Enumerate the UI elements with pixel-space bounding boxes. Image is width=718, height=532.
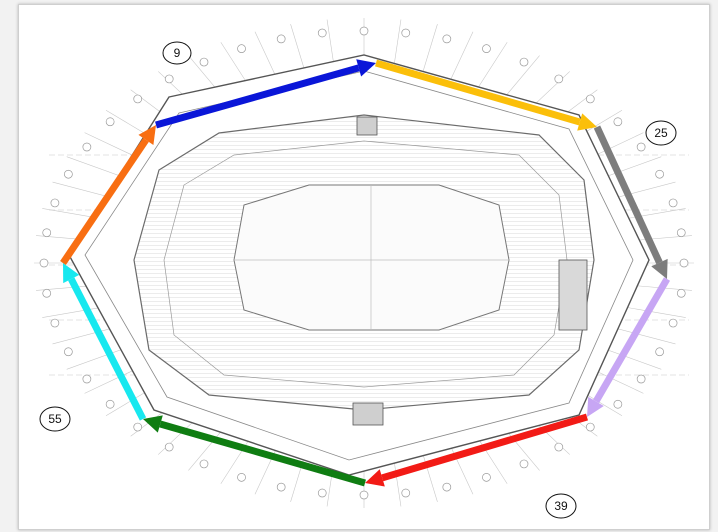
red-arrow-head	[365, 469, 385, 487]
grid-bubble	[442, 482, 452, 492]
direction-arrows	[60, 59, 671, 487]
grid-bubble	[237, 472, 246, 482]
north-entry-block	[356, 116, 378, 136]
grid-bubble	[519, 57, 529, 67]
seating-bowl-middle	[163, 140, 568, 388]
grid-bubble	[42, 288, 52, 298]
cyan-arrow-shaft	[68, 277, 147, 421]
grid-bubble	[554, 442, 564, 452]
drawing-sheet: 9 25 39 55	[18, 4, 710, 530]
grid-bubble	[359, 26, 369, 36]
playing-field	[233, 184, 510, 331]
red-arrow-shaft	[381, 413, 588, 482]
grid-bubble	[519, 459, 529, 469]
grid-bubble	[401, 488, 411, 498]
grid-bubble	[199, 459, 209, 469]
grid-bubble	[64, 169, 73, 179]
gray-arrow-shaft	[593, 125, 663, 265]
callout-25: 25	[645, 120, 677, 146]
grid-bubble	[613, 399, 623, 409]
grid-bubble	[676, 288, 686, 298]
grid-bubble	[636, 142, 646, 152]
grid-bubble	[585, 422, 595, 432]
grid-bubble	[317, 28, 327, 38]
grid-bubble	[105, 117, 115, 127]
callout-9: 9	[162, 41, 192, 65]
cyan-arrow-head	[63, 263, 80, 284]
grid-bubble	[42, 228, 52, 238]
red-arrow	[365, 413, 588, 487]
grid-bubble	[442, 34, 452, 44]
orange-arrow-shaft	[60, 137, 149, 265]
grid-bubble	[359, 490, 369, 500]
grid-bubble	[164, 442, 174, 452]
orange-arrow-head	[138, 125, 156, 145]
callout-55-label: 55	[48, 412, 62, 426]
yellow-arrow-shaft	[375, 59, 581, 126]
grid-bubbles	[39, 26, 689, 500]
grid-bubble	[39, 258, 49, 268]
grid-bubble	[164, 74, 174, 84]
grid-bubble	[276, 482, 286, 492]
grid-bubble	[636, 374, 646, 384]
blue-arrow	[155, 59, 376, 129]
grid-bubble	[668, 318, 678, 328]
grid-bubble	[276, 34, 286, 44]
grid-bubble	[64, 347, 73, 357]
grid-bubble	[133, 422, 143, 432]
cyan-arrow	[63, 263, 147, 421]
grid-bubble	[82, 142, 92, 152]
concourse-ring	[84, 70, 634, 461]
east-stair-block	[558, 259, 588, 331]
grid-bubble	[585, 94, 595, 104]
grid-bubble	[482, 472, 491, 482]
grid-bubble	[679, 258, 689, 268]
purple-arrow-head	[587, 396, 604, 417]
grid-bubble	[317, 488, 327, 498]
grid-bubble	[237, 44, 246, 54]
grid-bubble	[133, 94, 143, 104]
callout-39-label: 39	[554, 499, 568, 513]
grid-bubble	[554, 74, 564, 84]
stadium-floor-plan: 9 25 39 55	[34, 18, 694, 519]
grid-bubble	[668, 198, 678, 208]
grid-bubble	[105, 399, 115, 409]
grid-bubble	[655, 347, 664, 357]
yellow-arrow	[375, 59, 597, 131]
green-arrow	[143, 415, 366, 487]
gray-arrow	[593, 125, 668, 279]
green-arrow-head	[143, 415, 163, 433]
grid-bubble	[82, 374, 92, 384]
gray-arrow-head	[651, 258, 668, 279]
grid-bubble	[50, 198, 60, 208]
grid-bubble	[50, 318, 60, 328]
orange-arrow	[60, 125, 156, 265]
callout-9-label: 9	[174, 46, 181, 60]
south-entry-block	[352, 402, 384, 426]
purple-arrow-shaft	[592, 277, 671, 404]
callout-39: 39	[545, 493, 577, 519]
grid-bubble	[676, 228, 686, 238]
callout-25-label: 25	[654, 126, 668, 140]
grid-bubble	[482, 44, 491, 54]
grid-bubble	[401, 28, 411, 38]
grid-bubble	[613, 117, 623, 127]
blue-arrow-shaft	[155, 64, 360, 129]
yellow-arrow-head	[577, 113, 597, 131]
purple-arrow	[587, 277, 671, 417]
callout-55: 55	[39, 406, 71, 432]
grid-bubble	[655, 169, 664, 179]
grid-bubble	[199, 57, 209, 67]
blue-arrow-head	[356, 59, 376, 77]
green-arrow-shaft	[159, 420, 366, 487]
